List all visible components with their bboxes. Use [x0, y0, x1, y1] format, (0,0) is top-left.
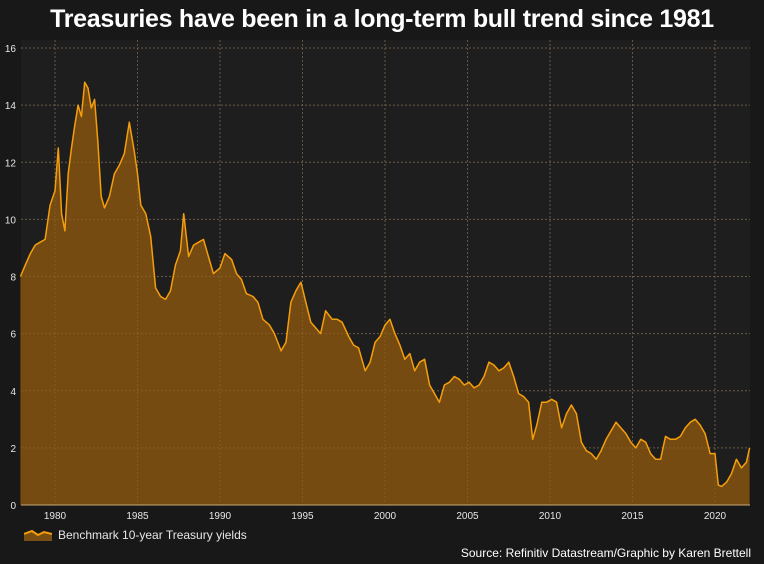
y-axis-ticks: 0 2 4 6 8 10 12 14 16: [5, 44, 17, 512]
x-tick-label: 2005: [456, 511, 479, 522]
y-tick-label: 0: [10, 501, 16, 512]
y-tick-label: 10: [5, 215, 17, 226]
yield-area: [20, 82, 750, 506]
x-tick-label: 1995: [291, 511, 314, 522]
x-axis-ticks: 1980 1985 1990 1995 2000 2005 2010 2015 2020: [44, 511, 727, 522]
chart-title: Treasuries have been in a long-term bull…: [50, 5, 714, 33]
x-tick-label: 2020: [704, 511, 727, 522]
legend-label: Benchmark 10-year Treasury yields: [58, 528, 247, 542]
legend-area-swatch-icon: [24, 529, 52, 541]
legend: Benchmark 10-year Treasury yields: [24, 528, 247, 542]
source-credit: Source: Refinitiv Datastream/Graphic by …: [460, 546, 751, 560]
x-tick-label: 2015: [621, 511, 644, 522]
y-tick-label: 16: [5, 44, 17, 55]
x-tick-label: 2010: [539, 511, 562, 522]
x-tick-label: 2000: [374, 511, 397, 522]
y-tick-label: 12: [5, 158, 17, 169]
y-tick-label: 2: [10, 444, 16, 455]
x-tick-label: 1990: [209, 511, 232, 522]
y-tick-label: 6: [10, 330, 16, 341]
gridlines-overlay: [21, 40, 750, 505]
y-tick-label: 8: [10, 273, 16, 284]
y-tick-label: 14: [5, 101, 17, 112]
x-tick-label: 1980: [44, 511, 67, 522]
yield-line: [19, 81, 751, 488]
y-tick-label: 4: [10, 387, 16, 398]
x-tick-label: 1985: [126, 511, 149, 522]
